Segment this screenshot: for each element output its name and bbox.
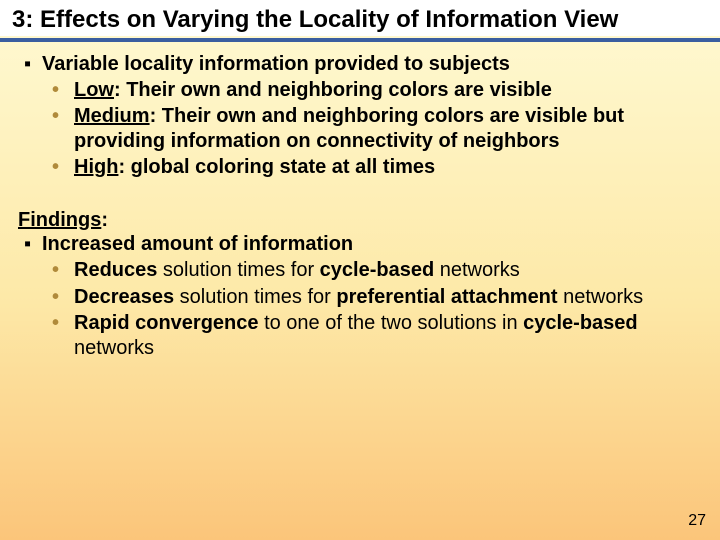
finding-post: networks: [434, 259, 520, 281]
list-item-text: High: global coloring state at all times: [74, 155, 702, 179]
finding-pre: Decreases: [74, 286, 174, 308]
list-item: ▪ Increased amount of information: [18, 232, 702, 256]
list-item: • Low: Their own and neighboring colors …: [52, 78, 702, 102]
list-item-text: Medium: Their own and neighboring colors…: [74, 104, 702, 153]
list-item: ▪ Variable locality information provided…: [18, 52, 702, 76]
level-text: : global coloring state at all times: [118, 156, 435, 178]
list-item: • Medium: Their own and neighboring colo…: [52, 104, 702, 153]
page-number: 27: [688, 512, 706, 530]
dot-bullet-icon: •: [52, 104, 74, 153]
finding-post: networks: [558, 286, 644, 308]
slide-content: ▪ Variable locality information provided…: [0, 42, 720, 360]
level-label: Medium: [74, 105, 150, 127]
finding-mid: solution times for: [157, 259, 319, 281]
list-item: • Rapid convergence to one of the two so…: [52, 311, 702, 360]
level-label: High: [74, 156, 118, 178]
slide: 3: Effects on Varying the Locality of In…: [0, 0, 720, 540]
square-bullet-icon: ▪: [18, 232, 42, 256]
square-bullet-icon: ▪: [18, 52, 42, 76]
finding-mid: to one of the two solutions in: [259, 312, 524, 334]
level-text: : Their own and neighboring colors are v…: [74, 105, 624, 151]
finding-strong: cycle-based: [523, 312, 638, 334]
dot-bullet-icon: •: [52, 258, 74, 282]
level-text: : Their own and neighboring colors are v…: [114, 79, 552, 101]
findings-heading: Findings:: [18, 208, 702, 232]
dot-bullet-icon: •: [52, 311, 74, 360]
finding-pre: Reduces: [74, 259, 157, 281]
dot-bullet-icon: •: [52, 285, 74, 309]
title-region: 3: Effects on Varying the Locality of In…: [0, 0, 720, 36]
list-item-text: Rapid convergence to one of the two solu…: [74, 311, 702, 360]
level-label: Low: [74, 79, 114, 101]
spacer: [18, 182, 702, 208]
list-item-text: Decreases solution times for preferentia…: [74, 285, 702, 309]
list-item: • Decreases solution times for preferent…: [52, 285, 702, 309]
list-item-text: Reduces solution times for cycle-based n…: [74, 258, 702, 282]
finding-post: networks: [74, 337, 154, 359]
finding-strong: preferential attachment: [336, 286, 557, 308]
finding-mid: solution times for: [174, 286, 336, 308]
list-item: • Reduces solution times for cycle-based…: [52, 258, 702, 282]
finding-pre: Rapid convergence: [74, 312, 259, 334]
list-item-text: Low: Their own and neighboring colors ar…: [74, 78, 702, 102]
dot-bullet-icon: •: [52, 155, 74, 179]
section-heading: Variable locality information provided t…: [42, 52, 702, 76]
dot-bullet-icon: •: [52, 78, 74, 102]
finding-strong: cycle-based: [320, 259, 435, 281]
slide-title: 3: Effects on Varying the Locality of In…: [12, 6, 708, 34]
section-heading: Increased amount of information: [42, 232, 702, 256]
findings-label: Findings: [18, 209, 101, 231]
list-item: • High: global coloring state at all tim…: [52, 155, 702, 179]
